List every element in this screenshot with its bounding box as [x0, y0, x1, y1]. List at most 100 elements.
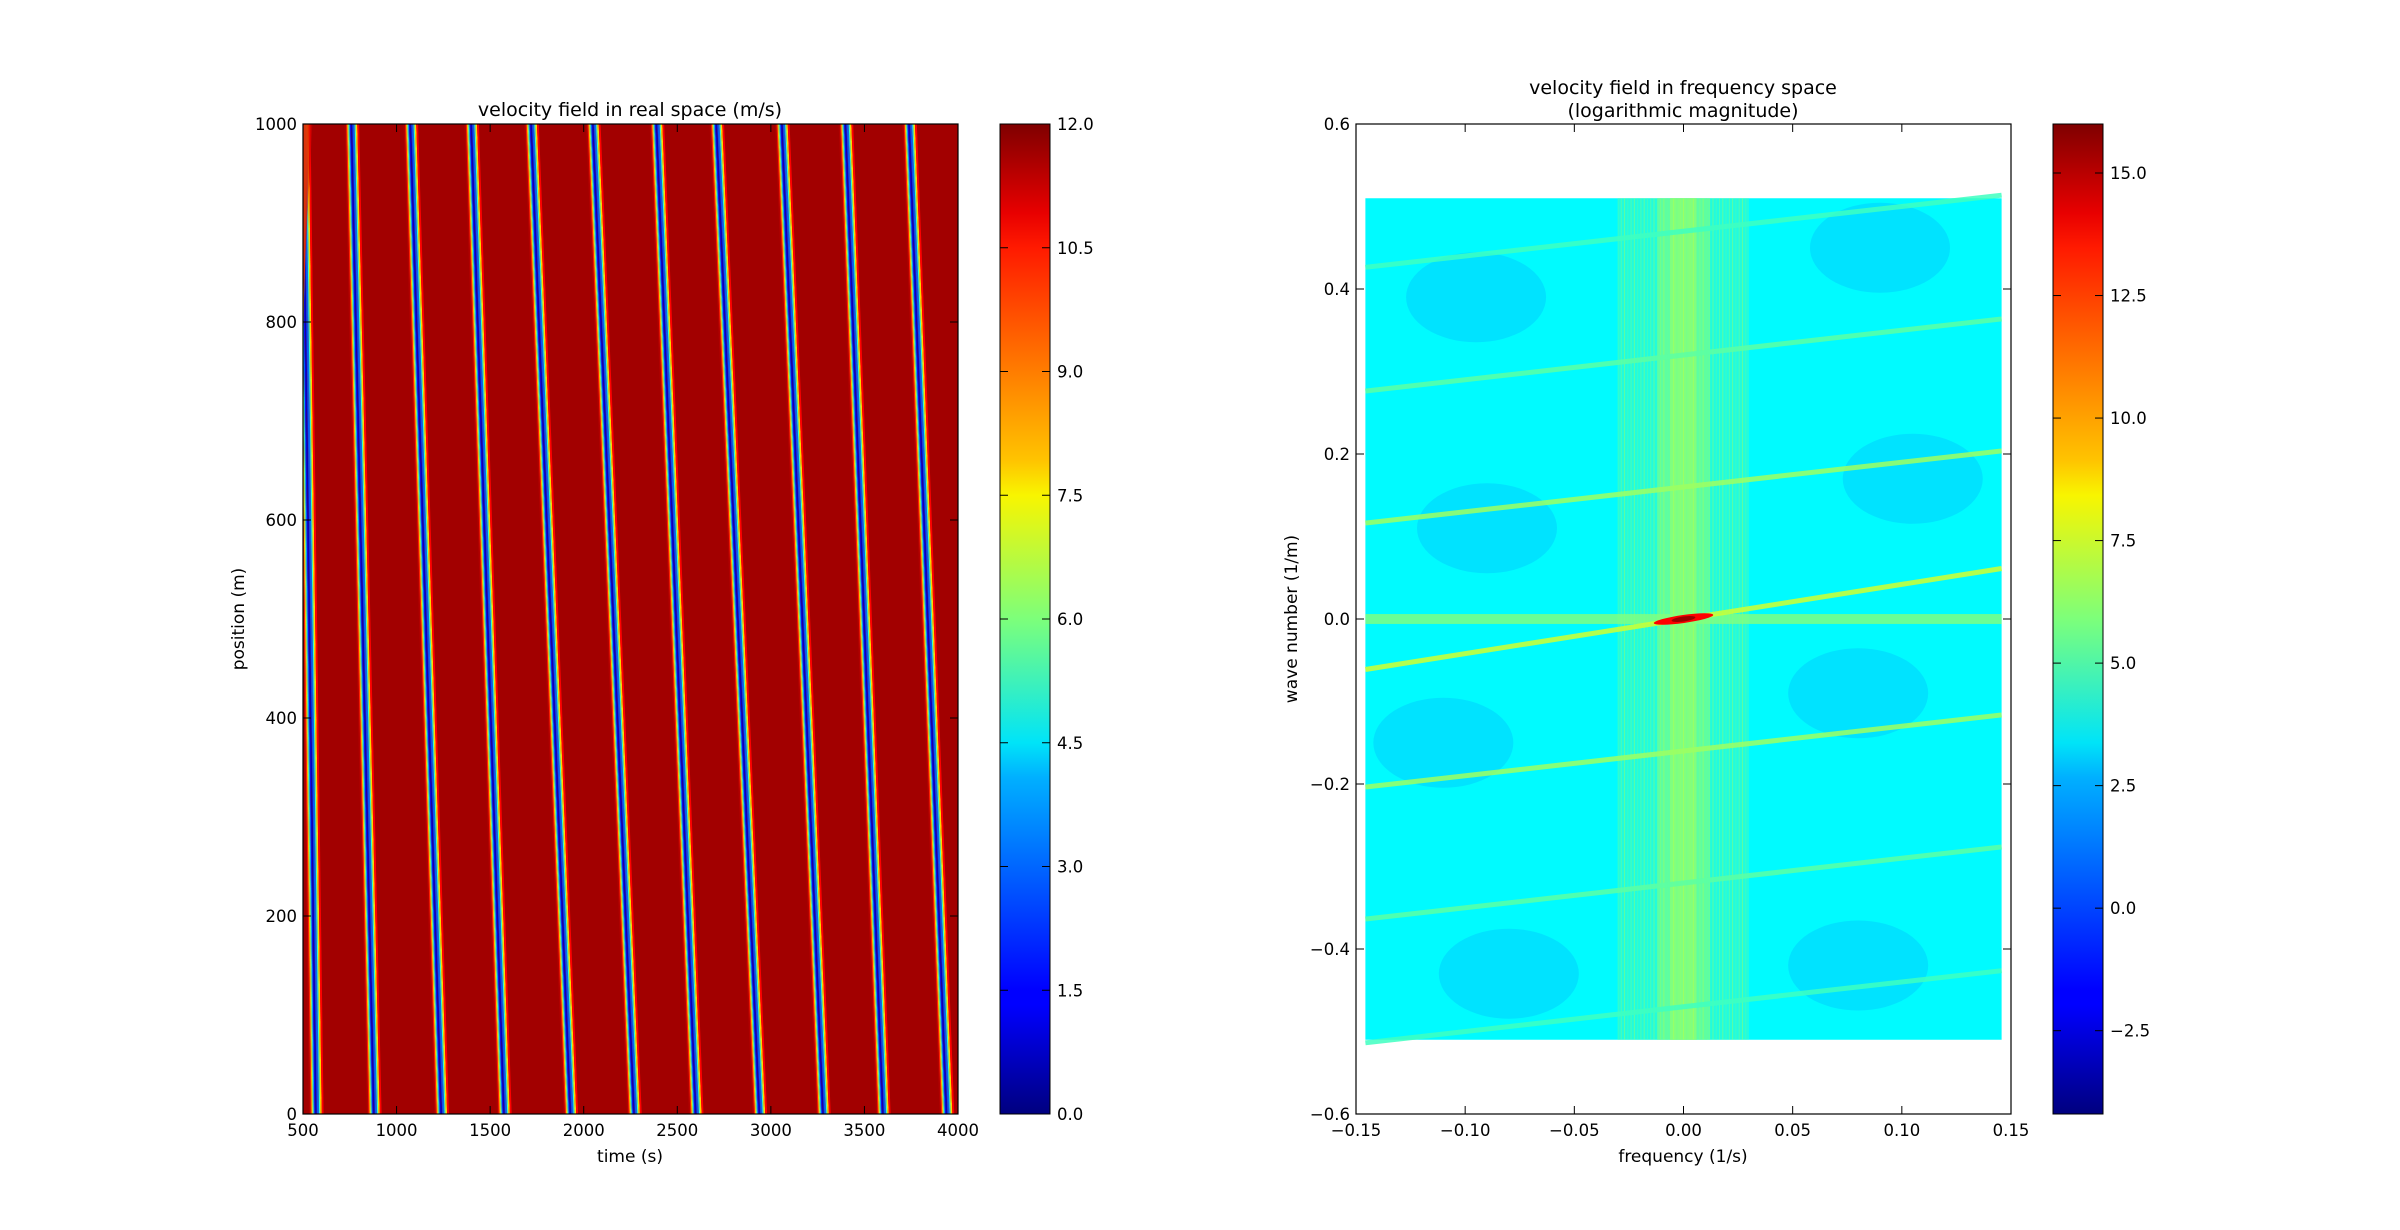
spectral-peak-core [1671, 616, 1696, 622]
chart-title: velocity field in frequency space (logari… [1529, 77, 1837, 122]
low-magnitude-patch [1810, 202, 1950, 293]
initial-transient [303, 124, 313, 362]
wave-front-strip [472, 124, 507, 1114]
wave-front-strip [530, 124, 571, 1114]
wave-front-strip [351, 124, 375, 1114]
chart-title-line: velocity field in real space (m/s) [478, 99, 782, 121]
y-tick-label: −0.2 [1310, 775, 1350, 794]
wave-front-strip [715, 124, 760, 1114]
wave-front-strip [718, 124, 762, 1114]
wave-front-band [709, 124, 768, 1114]
chart-title: velocity field in real space (m/s) [478, 99, 782, 121]
wave-front-strip [653, 124, 694, 1114]
wave-front-strip [905, 124, 945, 1114]
wave-front-strip [848, 124, 888, 1114]
wave-front-strip [588, 124, 631, 1114]
wave-front-strip [353, 124, 377, 1114]
wave-front-strip [785, 124, 828, 1114]
wave-front-strip [718, 124, 763, 1114]
wave-front-strip [532, 124, 573, 1114]
colorbar-tick-label: 0.0 [1057, 1105, 1083, 1124]
wave-front-strip [722, 124, 768, 1114]
wave-front-strip [347, 124, 371, 1114]
wave-front-band [838, 124, 891, 1114]
wave-front-strip [906, 124, 946, 1114]
wave-front-strip [525, 124, 567, 1114]
wave-front-strip [473, 124, 508, 1114]
wave-front-strip [409, 124, 442, 1114]
x-tick-label: 1500 [469, 1121, 511, 1140]
wave-front-strip [656, 124, 697, 1114]
x-tick-label: 500 [287, 1121, 319, 1140]
wave-front-strip [585, 124, 629, 1114]
wave-front-strip [782, 124, 825, 1114]
wave-front-strip [660, 124, 702, 1114]
wave-front-strip [526, 124, 568, 1114]
wave-front-strip [840, 124, 879, 1114]
wave-front-strip [783, 124, 826, 1114]
wave-front-strip [838, 124, 878, 1114]
y-tick-label: 1000 [255, 115, 297, 134]
x-tick-label: 2500 [656, 1121, 698, 1140]
wave-front-strip [847, 124, 887, 1114]
wave-front-strip [527, 124, 568, 1114]
wave-front-strip [787, 124, 831, 1114]
y-tick-label: 600 [266, 511, 298, 530]
wave-front-strip [843, 124, 882, 1114]
wave-front-strip [590, 124, 633, 1114]
wave-front-strip [305, 124, 321, 1114]
wave-front-strip [655, 124, 696, 1114]
wave-front-strip [411, 124, 443, 1114]
wave-front-strip [407, 124, 439, 1114]
wave-front-band [403, 124, 449, 1114]
wave-front-strip [652, 124, 693, 1114]
wave-front-strip [716, 124, 761, 1114]
x-axis-label: time (s) [597, 1147, 663, 1167]
wave-front-strip [349, 124, 373, 1114]
wave-front-band [902, 124, 955, 1114]
plot-area [1364, 192, 2003, 1046]
low-magnitude-patch [1373, 697, 1514, 788]
spectral-ridge [1365, 968, 2002, 1046]
wave-front-strip [713, 124, 758, 1114]
x-axis-label: frequency (1/s) [1618, 1147, 1747, 1167]
transient-band [303, 124, 313, 303]
wave-front-strip [589, 124, 632, 1114]
wave-front-strip [303, 124, 317, 1114]
y-tick-label: 0.4 [1324, 280, 1350, 299]
colorbar-tick-label: −2.5 [2110, 1022, 2150, 1041]
wave-front-strip [851, 124, 891, 1114]
wave-front-band [774, 124, 831, 1114]
x-axis-ticks: 500 1000 1500 2000 2500 3000 3500 4000 [287, 124, 979, 1140]
wave-front-strip [303, 124, 317, 1114]
wave-front-strip [354, 124, 379, 1114]
wave-front-strip [662, 124, 704, 1114]
wave-front-strip [464, 124, 499, 1114]
x-tick-label: 0.10 [1883, 1121, 1920, 1140]
wave-front-strip [845, 124, 884, 1114]
spectral-ridge [1365, 844, 2002, 922]
low-magnitude-patch [1788, 920, 1929, 1011]
wave-front-strip [407, 124, 440, 1114]
wave-front-strip [412, 124, 445, 1114]
colorbar-tick-label: 10.5 [1057, 239, 1094, 258]
wave-front-strip [475, 124, 510, 1114]
x-tick-label: 2000 [563, 1121, 605, 1140]
x-tick-label: 4000 [937, 1121, 979, 1140]
wave-front-strip [303, 392, 313, 1114]
wave-front-band [585, 124, 642, 1114]
x-tick-label: −0.10 [1440, 1121, 1491, 1140]
wave-front-strip [902, 124, 942, 1114]
wave-front-strip [591, 124, 634, 1114]
wave-front-strip [907, 124, 947, 1114]
wave-front-strip [477, 124, 512, 1114]
wave-front-strip [536, 124, 579, 1114]
wave-front-strip [532, 124, 573, 1114]
colorbar-tick-label: 15.0 [2110, 164, 2147, 183]
wave-front-strip [307, 124, 322, 1114]
wave-front-strip [903, 124, 943, 1114]
colorbar [2052, 123, 2104, 1115]
colorbar-tick-label: 6.0 [1057, 610, 1083, 629]
colorbar-tick-label: 5.0 [2110, 654, 2136, 673]
wave-front-strip [406, 124, 438, 1114]
